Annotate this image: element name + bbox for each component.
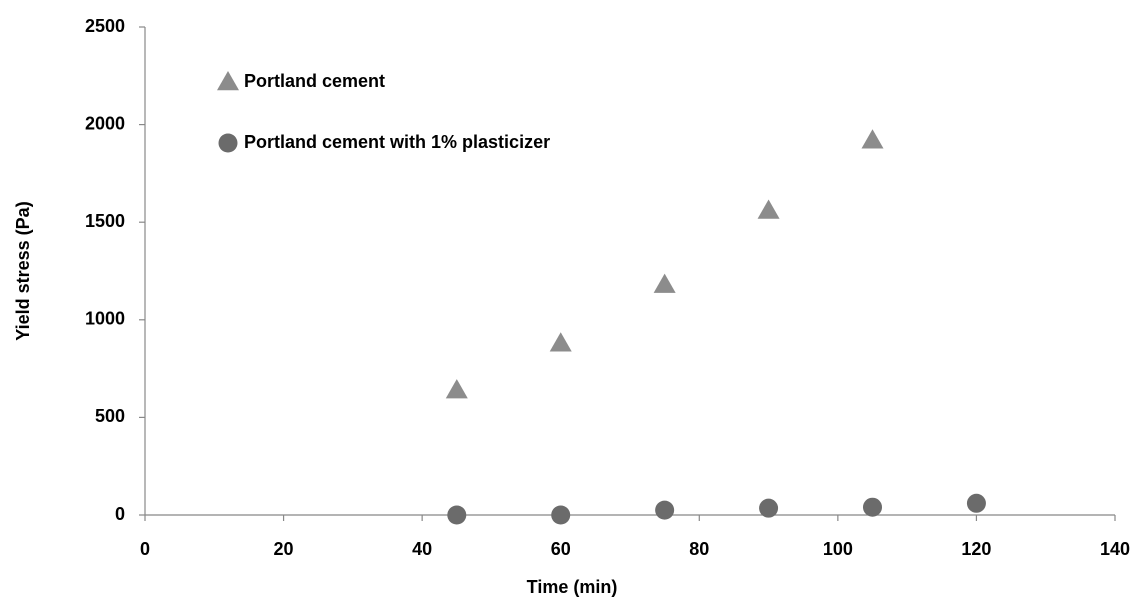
legend-label: Portland cement (244, 71, 385, 91)
point (655, 500, 675, 520)
point (549, 332, 572, 352)
y-tick-label: 0 (115, 504, 125, 524)
point (447, 505, 467, 525)
point (551, 505, 571, 525)
y-tick-label: 1500 (85, 211, 125, 231)
point (861, 129, 884, 149)
y-tick-label: 2500 (85, 16, 125, 36)
y-axis-title: Yield stress (Pa) (13, 201, 33, 340)
x-tick-label: 140 (1100, 539, 1130, 559)
x-tick-label: 120 (961, 539, 991, 559)
x-tick-label: 100 (823, 539, 853, 559)
x-tick-label: 60 (551, 539, 571, 559)
point (863, 497, 882, 517)
point (445, 379, 468, 399)
y-tick-label: 2000 (85, 113, 125, 133)
x-tick-label: 0 (140, 539, 150, 559)
point (966, 493, 986, 513)
x-tick-label: 80 (689, 539, 709, 559)
point (757, 199, 780, 219)
y-tick-label: 1000 (85, 309, 125, 329)
point (653, 273, 676, 293)
legend-marker (218, 133, 238, 153)
point (759, 498, 779, 518)
y-tick-label: 500 (95, 406, 125, 426)
x-axis-title: Time (min) (527, 577, 618, 597)
x-tick-label: 40 (412, 539, 432, 559)
legend-label: Portland cement with 1% plasticizer (244, 132, 550, 152)
legend-marker (217, 71, 239, 91)
x-tick-label: 20 (274, 539, 294, 559)
